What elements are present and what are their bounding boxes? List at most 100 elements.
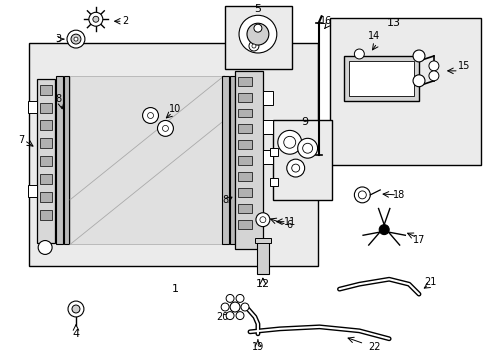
- Bar: [263, 150, 272, 164]
- Bar: [40, 138, 52, 148]
- Bar: [40, 85, 52, 95]
- Circle shape: [302, 143, 312, 153]
- Circle shape: [147, 113, 153, 118]
- Text: 4: 4: [72, 329, 80, 339]
- Bar: [222, 76, 228, 244]
- Circle shape: [71, 34, 81, 44]
- Bar: [40, 174, 52, 184]
- Bar: [224, 6, 291, 69]
- Circle shape: [251, 44, 255, 48]
- Text: 17: 17: [412, 234, 425, 244]
- Circle shape: [255, 213, 269, 227]
- Circle shape: [236, 312, 244, 320]
- Circle shape: [291, 164, 299, 172]
- Bar: [269, 178, 277, 186]
- Bar: [40, 103, 52, 113]
- Text: 9: 9: [301, 117, 307, 127]
- Circle shape: [428, 61, 438, 71]
- Circle shape: [248, 41, 258, 51]
- Circle shape: [225, 312, 234, 320]
- Circle shape: [358, 191, 366, 199]
- Circle shape: [157, 121, 173, 136]
- Bar: [238, 156, 251, 165]
- Text: 12: 12: [255, 279, 269, 289]
- Circle shape: [412, 75, 424, 87]
- Bar: [272, 121, 332, 200]
- Text: 10: 10: [169, 104, 181, 113]
- Circle shape: [241, 303, 248, 311]
- Bar: [238, 125, 251, 133]
- Text: 13: 13: [386, 18, 400, 28]
- Circle shape: [239, 15, 276, 53]
- Circle shape: [225, 294, 234, 302]
- Bar: [256, 239, 268, 274]
- Bar: [238, 109, 251, 117]
- Circle shape: [67, 30, 85, 48]
- Bar: [238, 140, 251, 149]
- Text: 19: 19: [251, 342, 264, 352]
- Text: 1: 1: [172, 284, 179, 294]
- Bar: [238, 172, 251, 181]
- Circle shape: [283, 136, 295, 148]
- Circle shape: [354, 49, 364, 59]
- Circle shape: [142, 108, 158, 123]
- Bar: [70, 76, 224, 244]
- Text: 11: 11: [283, 217, 295, 227]
- Text: 18: 18: [392, 190, 405, 200]
- Text: 8: 8: [55, 94, 61, 104]
- Circle shape: [412, 50, 424, 62]
- Text: 5: 5: [254, 4, 261, 14]
- Text: 16: 16: [320, 16, 332, 26]
- Circle shape: [246, 23, 268, 45]
- Circle shape: [354, 187, 369, 203]
- Bar: [56, 76, 63, 244]
- Text: 3: 3: [55, 34, 61, 44]
- Bar: [37, 79, 55, 243]
- Circle shape: [221, 303, 228, 311]
- Circle shape: [297, 138, 317, 158]
- Bar: [40, 156, 52, 166]
- Circle shape: [38, 240, 52, 255]
- Circle shape: [89, 12, 102, 26]
- Circle shape: [162, 125, 168, 131]
- Text: 6: 6: [286, 220, 292, 230]
- Bar: [40, 210, 52, 220]
- Text: 14: 14: [367, 31, 380, 41]
- Bar: [238, 220, 251, 229]
- Bar: [344, 56, 418, 100]
- Circle shape: [379, 225, 388, 235]
- Circle shape: [68, 301, 84, 317]
- Bar: [28, 100, 37, 113]
- Bar: [238, 77, 251, 86]
- Bar: [329, 18, 480, 165]
- Bar: [238, 188, 251, 197]
- Bar: [40, 121, 52, 130]
- Circle shape: [428, 71, 438, 81]
- Circle shape: [236, 294, 244, 302]
- Bar: [263, 91, 272, 105]
- Circle shape: [72, 305, 80, 313]
- Bar: [238, 93, 251, 102]
- Circle shape: [286, 159, 304, 177]
- Bar: [254, 238, 270, 243]
- Circle shape: [260, 217, 265, 223]
- Circle shape: [253, 24, 262, 32]
- Circle shape: [277, 130, 301, 154]
- Bar: [230, 76, 235, 244]
- Text: 2: 2: [122, 16, 128, 26]
- Bar: [28, 185, 37, 197]
- Circle shape: [230, 302, 240, 312]
- Text: 15: 15: [457, 61, 469, 71]
- Text: 21: 21: [424, 277, 436, 287]
- Text: 7: 7: [18, 135, 24, 145]
- Circle shape: [74, 37, 78, 41]
- Text: 22: 22: [367, 342, 380, 352]
- Bar: [235, 71, 263, 249]
- Bar: [64, 76, 69, 244]
- Bar: [40, 192, 52, 202]
- Bar: [238, 204, 251, 213]
- Bar: [263, 121, 272, 134]
- Bar: [29, 43, 317, 266]
- Bar: [269, 148, 277, 156]
- Circle shape: [93, 16, 99, 22]
